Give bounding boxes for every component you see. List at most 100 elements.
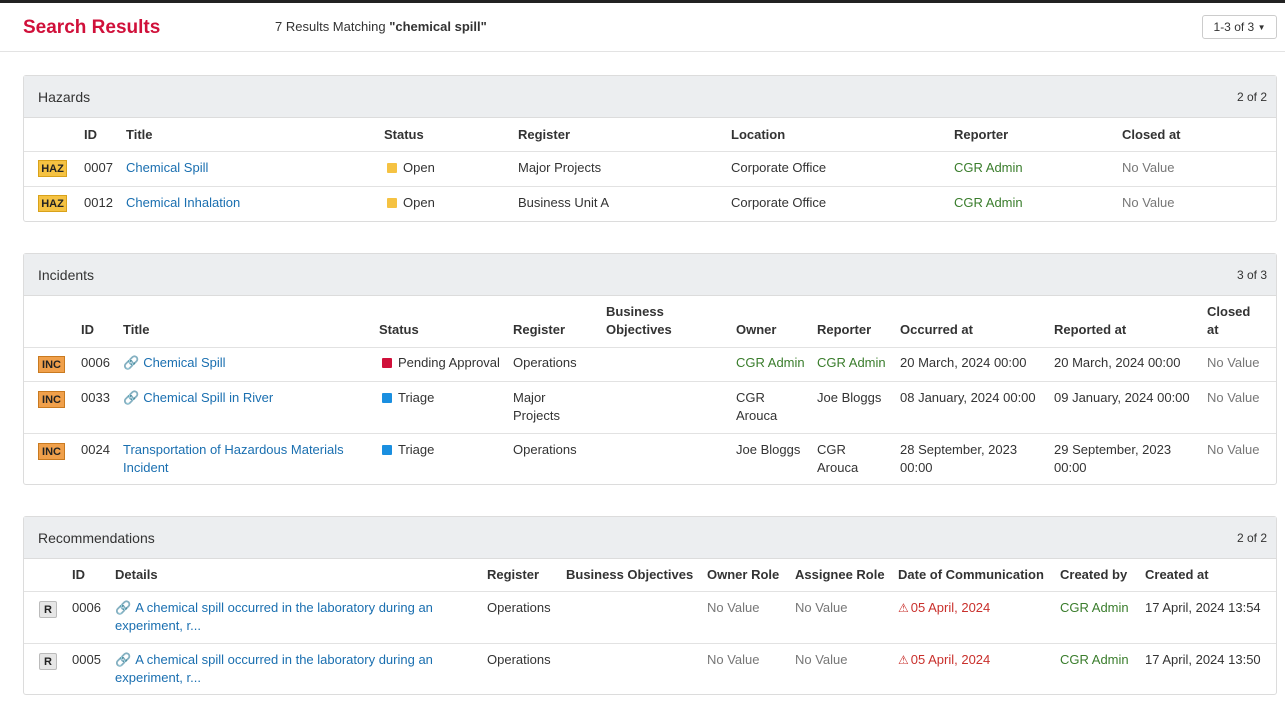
- hazard-title-link[interactable]: Chemical Inhalation: [126, 195, 241, 210]
- details-line: A chemical spill occurred in the laborat…: [135, 652, 433, 667]
- incident-type-badge: INC: [38, 356, 65, 373]
- incident-reported-at: 29 September, 2023 00:00: [1054, 441, 1171, 477]
- column-header-reporter: Reporter: [954, 127, 1009, 142]
- incident-id: 0006: [81, 355, 110, 370]
- column-header-id: ID: [72, 567, 85, 582]
- pagination-dropdown[interactable]: 1-3 of 3 ▼: [1202, 15, 1277, 39]
- column-header-register: Register: [513, 322, 566, 337]
- recommendation-details-link[interactable]: 🔗 A chemical spill occurred in the labora…: [115, 599, 433, 635]
- incident-reporter-link[interactable]: CGR Admin: [817, 355, 886, 370]
- incidents-panel-header: Incidents 3 of 3: [24, 254, 1276, 296]
- reporter-line: CGR: [817, 442, 846, 457]
- recommendation-date-of-communication: ⚠ 05 April, 2024: [898, 651, 990, 669]
- incident-register: Major Projects: [513, 389, 560, 425]
- top-border: [0, 0, 1285, 3]
- recommendation-details-link[interactable]: 🔗 A chemical spill occurred in the labora…: [115, 651, 433, 687]
- column-header-location: Location: [731, 127, 786, 142]
- row-divider: [24, 381, 1276, 382]
- hazard-id: 0007: [84, 160, 113, 175]
- recommendations-panel-title: Recommendations: [38, 530, 155, 546]
- status-triage-indicator: [382, 445, 392, 455]
- pagination-label: 1-3 of 3: [1213, 20, 1255, 34]
- hazards-panel-header: Hazards 2 of 2: [24, 76, 1276, 118]
- recommendation-owner-role: No Value: [707, 600, 760, 615]
- reporter-line: Arouca: [817, 460, 859, 475]
- incident-id: 0024: [81, 442, 110, 457]
- hazard-status: Open: [387, 194, 435, 212]
- incidents-panel: Incidents 3 of 3 ID Title Status Registe…: [23, 253, 1277, 485]
- row-divider: [24, 186, 1276, 187]
- incident-reporter: CGR Arouca: [817, 441, 858, 477]
- column-header-register: Register: [518, 127, 571, 142]
- hazard-reporter-link[interactable]: CGR Admin: [954, 160, 1023, 175]
- incident-status: Triage: [382, 389, 434, 407]
- warning-icon: ⚠: [898, 653, 909, 667]
- recommendation-created-by-link[interactable]: CGR Admin: [1060, 652, 1129, 667]
- date-text: 05 April, 2024: [910, 652, 991, 667]
- hazards-panel: Hazards 2 of 2 ID Title Status Register …: [23, 75, 1277, 222]
- row-divider: [24, 433, 1276, 434]
- row-divider: [24, 591, 1276, 592]
- column-header-date-of-communication: Date of Communication: [898, 567, 1044, 582]
- incident-title-link[interactable]: 🔗 Chemical Spill: [123, 354, 226, 372]
- result-summary: 7 Results Matching "chemical spill": [275, 19, 487, 34]
- incident-occurred-at: 08 January, 2024 00:00: [900, 390, 1036, 405]
- hazard-title-link[interactable]: Chemical Spill: [126, 160, 209, 175]
- register-line: Projects: [513, 408, 560, 423]
- column-header-created-by: Created by: [1060, 567, 1128, 582]
- incident-closed-at: No Value: [1207, 442, 1260, 457]
- incident-title-link[interactable]: Transportation of Hazardous Materials Inc…: [123, 441, 344, 477]
- row-divider: [24, 643, 1276, 644]
- incident-status: Triage: [382, 441, 434, 459]
- details-line: A chemical spill occurred in the laborat…: [135, 600, 433, 615]
- row-divider: [24, 151, 1276, 152]
- column-header-details: Details: [115, 567, 158, 582]
- incident-reported-at: 20 March, 2024 00:00: [1054, 355, 1181, 370]
- hazard-location: Corporate Office: [731, 160, 827, 175]
- column-header-id: ID: [81, 322, 94, 337]
- column-header-created-at: Created at: [1145, 567, 1209, 582]
- status-pending-indicator: [382, 358, 392, 368]
- owner-line: Arouca: [736, 408, 778, 423]
- recommendation-created-by-link[interactable]: CGR Admin: [1060, 600, 1129, 615]
- recommendation-id: 0006: [72, 600, 101, 615]
- recommendations-panel-count: 2 of 2: [1236, 531, 1267, 545]
- incident-type-badge: INC: [38, 391, 65, 408]
- status-open-indicator: [387, 198, 397, 208]
- column-header-line: Closed: [1207, 304, 1251, 319]
- warning-icon: ⚠: [898, 601, 909, 615]
- column-header-reporter: Reporter: [817, 322, 872, 337]
- incident-occurred-at: 20 March, 2024 00:00: [900, 355, 1027, 370]
- incident-closed-at: No Value: [1207, 390, 1260, 405]
- incident-register: Operations: [513, 355, 577, 370]
- incident-reporter: Joe Bloggs: [817, 390, 882, 405]
- column-header-reported-at: Reported at: [1054, 322, 1127, 337]
- date-line: 00:00: [1054, 460, 1087, 475]
- incidents-panel-count: 3 of 3: [1236, 268, 1267, 282]
- hazards-panel-count: 2 of 2: [1236, 90, 1267, 104]
- hazard-status: Open: [387, 159, 435, 177]
- register-line: Major: [513, 390, 546, 405]
- incident-closed-at: No Value: [1207, 355, 1260, 370]
- link-icon: 🔗: [115, 600, 132, 615]
- column-header-id: ID: [84, 127, 97, 142]
- status-triage-indicator: [382, 393, 392, 403]
- hazard-status-label: Open: [403, 160, 435, 175]
- incident-title-link[interactable]: 🔗 Chemical Spill in River: [123, 389, 273, 407]
- hazards-panel-title: Hazards: [38, 89, 91, 105]
- incident-type-badge: INC: [38, 443, 65, 460]
- column-header-occurred-at: Occurred at: [900, 322, 973, 337]
- incident-id: 0033: [81, 390, 110, 405]
- incident-owner-link[interactable]: CGR Admin: [736, 355, 805, 370]
- recommendation-register: Operations: [487, 652, 551, 667]
- column-header-owner: Owner: [736, 322, 777, 337]
- hazard-reporter-link[interactable]: CGR Admin: [954, 195, 1023, 210]
- column-header-business-objectives: Business Objectives: [566, 567, 694, 582]
- recommendation-created-at: 17 April, 2024 13:50: [1145, 652, 1261, 667]
- owner-line: CGR: [736, 390, 765, 405]
- column-header-closed-at: Closed at: [1207, 303, 1250, 339]
- incident-register: Operations: [513, 442, 577, 457]
- hazard-id: 0012: [84, 195, 113, 210]
- column-header-line: Business: [606, 304, 664, 319]
- recommendation-assignee-role: No Value: [795, 652, 848, 667]
